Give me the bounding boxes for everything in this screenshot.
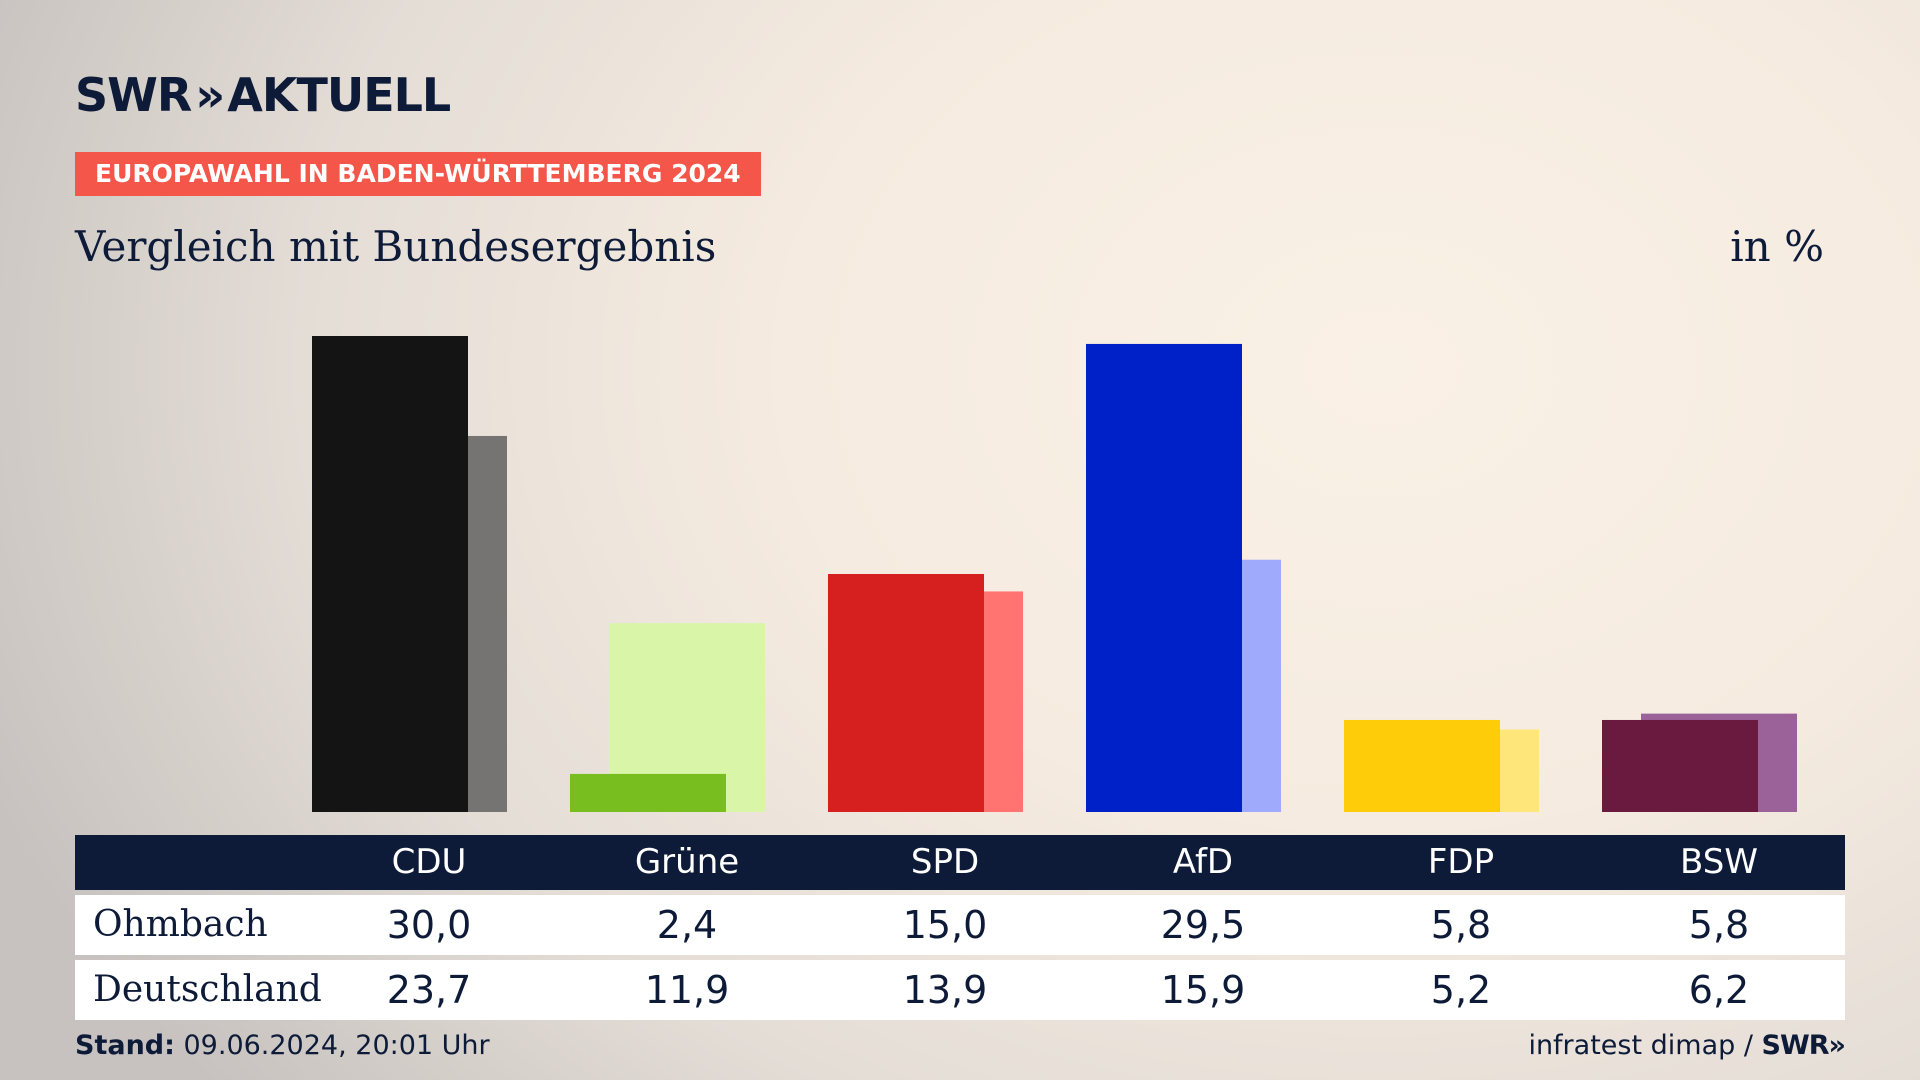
value-deutschland-cdu: 23,7 [386, 968, 472, 1012]
source-text: infratest dimap / [1528, 1030, 1762, 1061]
stand-value: 09.06.2024, 20:01 Uhr [174, 1030, 490, 1061]
value-ohmbach-spd: 15,0 [902, 903, 988, 947]
bar-ohmbach-bsw [1602, 719, 1758, 812]
swr-aktuell-logo: SWR›› AKTUELL [75, 68, 451, 122]
bar-ohmbach-gruene [570, 773, 726, 812]
party-label-spd: SPD [910, 842, 980, 882]
value-deutschland-fdp: 5,2 [1430, 968, 1492, 1012]
bar-ohmbach-spd [828, 574, 984, 812]
table-header-row: CDU Grüne SPD AfD FDP BSW [75, 835, 1845, 890]
value-deutschland-afd: 15,9 [1160, 968, 1246, 1012]
bar-ohmbach-fdp [1344, 719, 1500, 812]
party-label-fdp: FDP [1427, 842, 1495, 882]
results-table: CDU Grüne SPD AfD FDP BSW Ohmbach 30,0 2,4 15,0… [75, 835, 1845, 1020]
party-label-cdu: CDU [391, 842, 467, 882]
stand-label: Stand: [75, 1030, 175, 1061]
bar-ohmbach-cdu [312, 336, 468, 812]
chart-subtitle: Vergleich mit Bundesergebnis [75, 222, 717, 271]
value-deutschland-gruene: 11,9 [644, 968, 730, 1012]
row-label-deutschland: Deutschland [93, 969, 322, 1010]
logo-aktuell: AKTUELL [227, 68, 451, 122]
table-row-deutschland: Deutschland 23,7 11,9 13,9 15,9 5,2 6,2 [75, 960, 1845, 1020]
value-ohmbach-cdu: 30,0 [386, 903, 472, 947]
unit-label: in % [1730, 222, 1824, 271]
value-ohmbach-bsw: 5,8 [1688, 903, 1750, 947]
row-label-ohmbach: Ohmbach [93, 904, 268, 945]
logo-swr: SWR [75, 68, 192, 122]
party-label-afd: AfD [1172, 842, 1234, 882]
timestamp: Stand: 09.06.2024, 20:01 Uhr [75, 1030, 490, 1061]
value-ohmbach-afd: 29,5 [1160, 903, 1246, 947]
table-row-ohmbach: Ohmbach 30,0 2,4 15,0 29,5 5,8 5,8 [75, 895, 1845, 955]
bar-ohmbach-afd [1086, 343, 1242, 812]
source-credit: infratest dimap / SWR» [1528, 1030, 1846, 1061]
kicker-badge: EUROPAWAHL IN BADEN-WÜRTTEMBERG 2024 [75, 152, 761, 196]
value-deutschland-bsw: 6,2 [1688, 968, 1750, 1012]
value-deutschland-spd: 13,9 [902, 968, 988, 1012]
party-label-bsw: BSW [1680, 842, 1758, 882]
party-label-gruene: Grüne [634, 842, 740, 882]
value-ohmbach-fdp: 5,8 [1430, 903, 1492, 947]
source-brand-logo: SWR» [1761, 1030, 1846, 1061]
bar-chart [312, 336, 1797, 812]
value-ohmbach-gruene: 2,4 [656, 903, 718, 947]
